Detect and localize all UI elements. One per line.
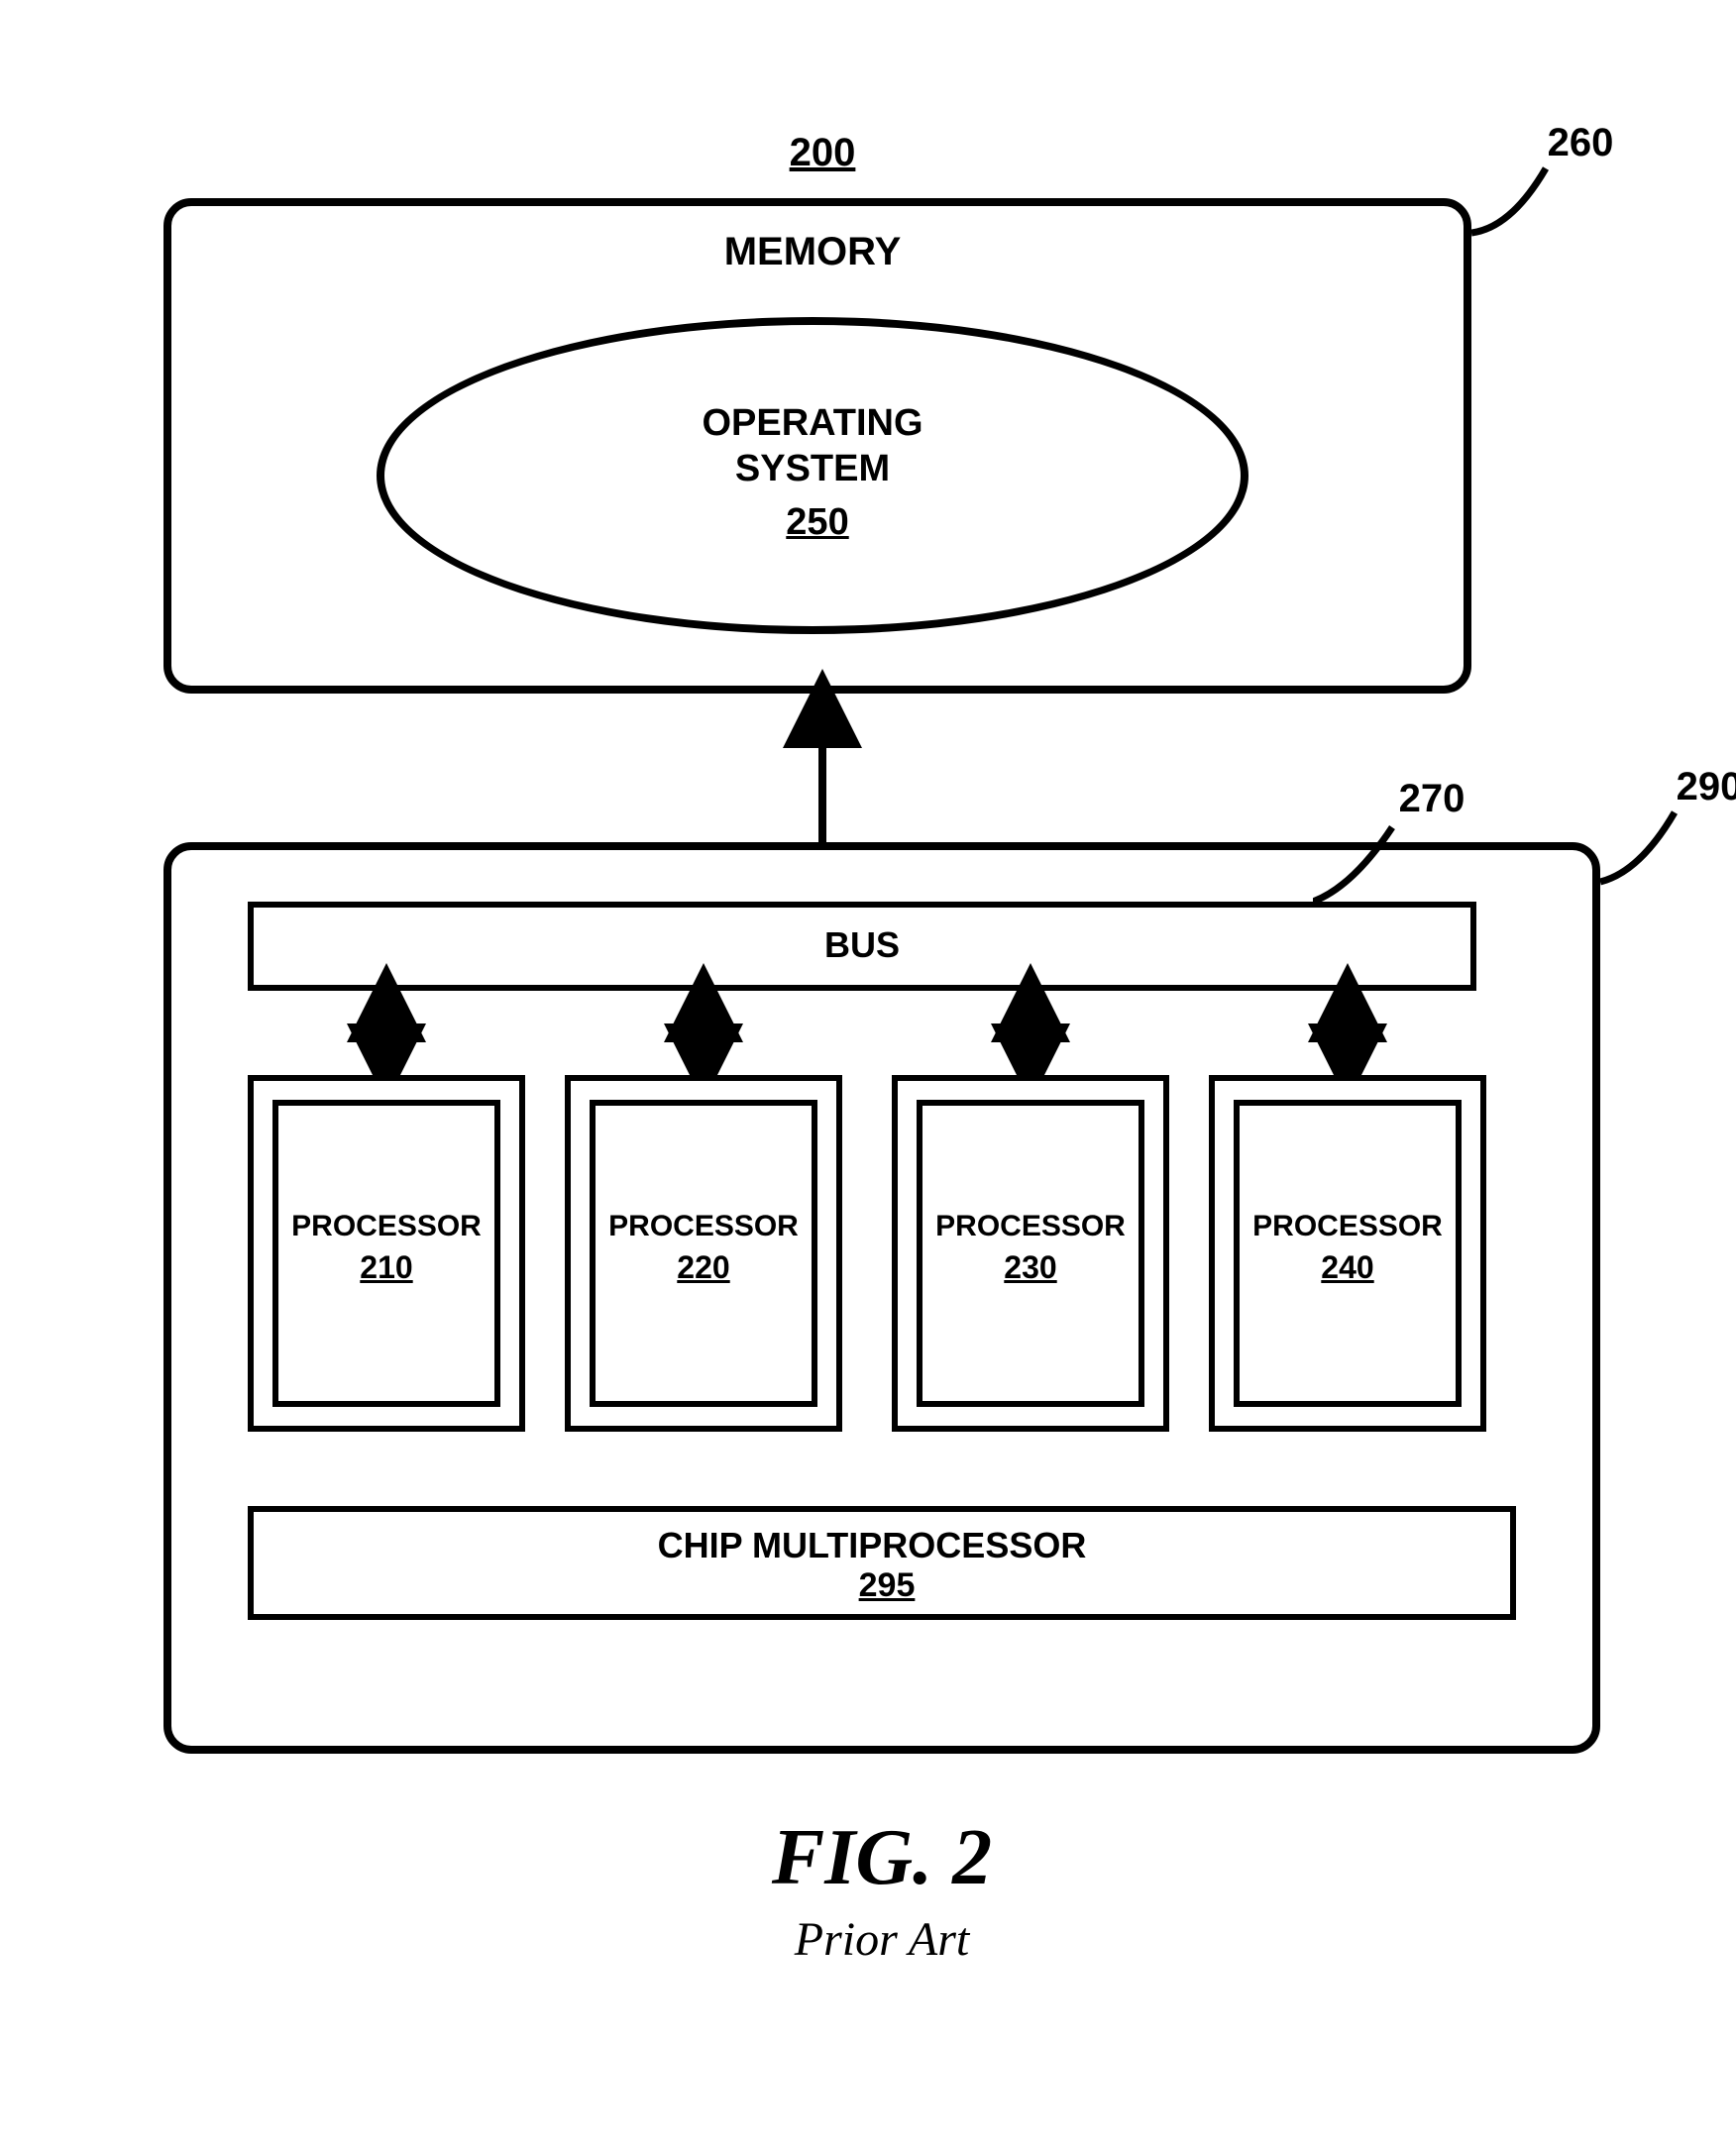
- ref-260: 260: [1536, 119, 1625, 166]
- proc-3-label: PROCESSOR: [1229, 1209, 1466, 1244]
- figure-subtitle: Prior Art: [763, 1912, 1001, 1967]
- ref-290: 290: [1665, 763, 1736, 810]
- callout-290: [1600, 803, 1729, 902]
- arrow-proc-1: [684, 991, 723, 1075]
- diagram-root: 200 MEMORY 260 OPERATING SYSTEM 250 290 …: [129, 129, 1595, 2011]
- ref-270: 270: [1387, 775, 1476, 822]
- proc-3-num: 240: [1308, 1248, 1387, 1286]
- proc-2-num: 230: [991, 1248, 1070, 1286]
- proc-0-label: PROCESSOR: [268, 1209, 505, 1244]
- os-label-text: OPERATING SYSTEM: [702, 402, 922, 489]
- os-num: 250: [773, 500, 862, 546]
- arrow-proc-3: [1328, 991, 1367, 1075]
- ref-main: 200: [783, 129, 862, 176]
- callout-260: [1471, 159, 1600, 248]
- cmp-label: CHIP MULTIPROCESSOR: [595, 1524, 1149, 1566]
- figure-title: FIG. 2: [704, 1813, 1060, 1903]
- memory-title: MEMORY: [684, 228, 941, 275]
- callout-270: [1313, 817, 1442, 912]
- proc-0-num: 210: [347, 1248, 426, 1286]
- cmp-num: 295: [842, 1565, 931, 1606]
- os-label: OPERATING SYSTEM: [644, 401, 981, 491]
- arrow-proc-0: [367, 991, 406, 1075]
- proc-1-num: 220: [664, 1248, 743, 1286]
- proc-2-label: PROCESSOR: [912, 1209, 1149, 1244]
- proc-1-label: PROCESSOR: [585, 1209, 822, 1244]
- arrow-proc-2: [1011, 991, 1050, 1075]
- bus-label: BUS: [803, 923, 922, 966]
